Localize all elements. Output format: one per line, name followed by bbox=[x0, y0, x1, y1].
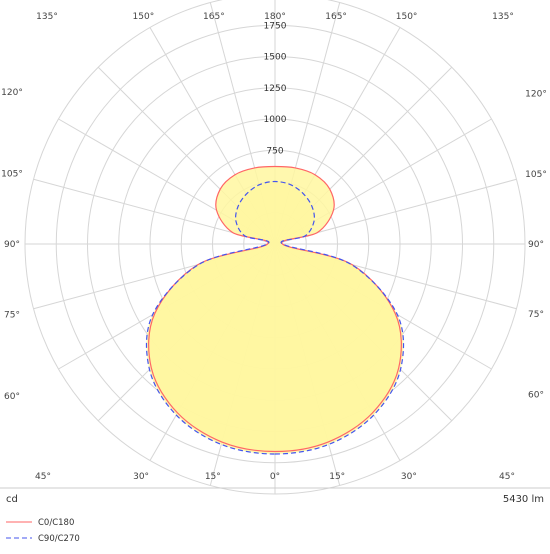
distribution-fill-c90-c270 bbox=[146, 181, 404, 454]
legend-label-c90-c270: C90/C270 bbox=[38, 534, 80, 544]
angle-label: 135° bbox=[492, 12, 514, 22]
angle-label: 180° bbox=[264, 12, 286, 22]
distribution-fill bbox=[146, 166, 404, 454]
angle-label: 120° bbox=[1, 88, 23, 98]
angle-label: 90° bbox=[4, 240, 20, 250]
angle-label: 75° bbox=[4, 311, 20, 321]
angle-label: 90° bbox=[528, 240, 544, 250]
angle-label: 165° bbox=[325, 12, 347, 22]
legend: C0/C180 C90/C270 bbox=[6, 518, 80, 544]
angle-label: 0° bbox=[270, 472, 280, 482]
series-curve-c0-c180 bbox=[148, 165, 402, 453]
unit-label: cd bbox=[6, 494, 18, 505]
angle-label: 150° bbox=[133, 12, 155, 22]
angle-label: 45° bbox=[499, 472, 515, 482]
radial-tick-label: 1750 bbox=[264, 21, 287, 31]
distribution-curves bbox=[145, 165, 405, 455]
angle-label: 30° bbox=[133, 472, 149, 482]
radial-tick-label: 750 bbox=[266, 146, 283, 156]
angle-label: 60° bbox=[4, 392, 20, 402]
radial-tick-label: 1250 bbox=[264, 84, 287, 94]
angle-label: 105° bbox=[1, 170, 23, 180]
series-curve-c90-c270 bbox=[145, 180, 405, 455]
angle-label: 105° bbox=[525, 170, 547, 180]
angle-label: 15° bbox=[329, 472, 345, 482]
radial-tick-label: 1500 bbox=[264, 53, 287, 63]
angle-label: 15° bbox=[205, 472, 221, 482]
angle-label: 120° bbox=[525, 89, 547, 99]
angle-label: 150° bbox=[396, 12, 418, 22]
angle-label: 75° bbox=[528, 310, 544, 320]
radial-tick-label: 1000 bbox=[264, 115, 287, 125]
angle-label: 60° bbox=[528, 391, 544, 401]
luminous-flux-label: 5430 lm bbox=[503, 494, 544, 505]
angle-label: 30° bbox=[401, 472, 417, 482]
angle-label: 165° bbox=[203, 12, 225, 22]
legend-label-c0-c180: C0/C180 bbox=[38, 518, 74, 528]
polar-labels: 750 1000 1250 1500 1750 0° 15° 15° 30° 30° 45° 45° 6… bbox=[1, 12, 547, 482]
angle-label: 135° bbox=[36, 12, 58, 22]
angle-label: 45° bbox=[35, 472, 51, 482]
